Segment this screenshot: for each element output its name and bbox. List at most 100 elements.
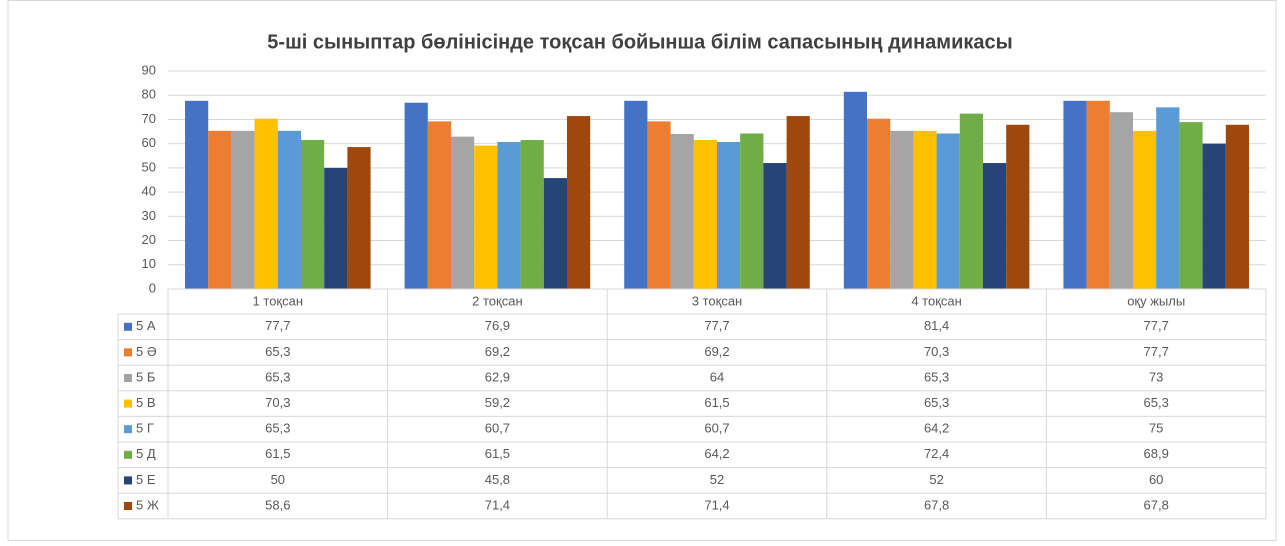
bar: [763, 163, 787, 289]
bar: [474, 145, 498, 289]
table-value: 65,3: [265, 344, 290, 359]
table-value: 65,3: [924, 395, 949, 410]
legend-label: 5 Ә: [136, 344, 157, 359]
table-value: 77,7: [265, 318, 290, 333]
table-value: 76,9: [485, 318, 510, 333]
legend-swatch: [124, 502, 132, 510]
table-value: 69,2: [485, 344, 510, 359]
table-value: 52: [929, 472, 943, 487]
y-tick-label: 80: [142, 87, 156, 102]
legend-label: 5 Д: [136, 446, 156, 461]
bar: [543, 178, 567, 289]
legend-label: 5 Е: [136, 472, 156, 487]
x-tick-label: 3 тоқсан: [692, 293, 742, 308]
table-value: 60,7: [485, 421, 510, 436]
table-value: 69,2: [704, 344, 729, 359]
legend-swatch: [124, 476, 132, 485]
table-value: 72,4: [924, 446, 949, 461]
table-value: 77,7: [1144, 318, 1169, 333]
bar: [300, 140, 325, 289]
legend-label: 5 Б: [136, 369, 155, 384]
table-value: 81,4: [924, 318, 949, 333]
y-tick-label: 10: [142, 256, 156, 271]
table-value: 65,3: [265, 421, 290, 436]
legend-swatch: [124, 322, 132, 331]
table-value: 61,5: [704, 395, 729, 410]
bar: [1006, 124, 1030, 289]
legend-swatch: [124, 450, 132, 459]
bar: [670, 133, 694, 289]
bar: [347, 147, 371, 289]
bar: [647, 121, 671, 289]
table-value: 73: [1149, 369, 1163, 384]
y-tick-label: 30: [142, 208, 156, 223]
table-value: 60,7: [704, 421, 729, 436]
bar: [231, 130, 255, 289]
x-tick-label: оқу жылы: [1127, 293, 1185, 308]
bar: [867, 118, 891, 290]
y-tick-label: 50: [142, 159, 156, 174]
bar: [1063, 100, 1087, 289]
table-value: 52: [710, 472, 724, 487]
bar: [624, 100, 648, 289]
bar: [1179, 122, 1203, 289]
table-value: 70,3: [924, 344, 949, 359]
legend-swatch: [124, 374, 132, 382]
bar: [959, 113, 983, 290]
y-tick-label: 60: [142, 135, 156, 150]
bar: [890, 130, 914, 289]
table-value: 67,8: [924, 497, 949, 512]
bar: [982, 163, 1007, 289]
bar: [404, 102, 428, 289]
bar: [693, 140, 717, 289]
table-value: 71,4: [704, 497, 729, 512]
table-value: 50: [271, 472, 285, 487]
y-tick-label: 90: [142, 62, 156, 77]
bar: [277, 130, 301, 289]
x-tick-label: 1 тоқсан: [253, 293, 303, 308]
bar: [740, 133, 764, 289]
table-value: 65,3: [1144, 395, 1169, 410]
bar: [208, 130, 232, 289]
legend-label: 5 В: [136, 395, 156, 410]
table-value: 45,8: [485, 472, 510, 487]
x-tick-label: 4 тоқсан: [911, 293, 961, 308]
table-value: 64,2: [924, 421, 949, 436]
legend-label: 5 А: [136, 318, 156, 333]
table-value: 64,2: [704, 446, 729, 461]
table-value: 67,8: [1144, 497, 1169, 512]
table-value: 64: [710, 369, 724, 384]
table-value: 75: [1149, 421, 1163, 436]
table-value: 65,3: [924, 369, 949, 384]
y-tick-label: 20: [142, 232, 156, 247]
table-value: 58,6: [265, 497, 290, 512]
x-tick-label: 2 тоқсан: [472, 293, 522, 308]
bar: [324, 167, 348, 289]
table-value: 65,3: [265, 369, 290, 384]
table-value: 71,4: [485, 497, 510, 512]
bar: [566, 116, 591, 289]
table-value: 62,9: [485, 369, 510, 384]
legend-label: 5 Г: [136, 421, 154, 436]
bar: [497, 141, 521, 289]
y-tick-label: 0: [149, 280, 156, 295]
bar: [451, 136, 475, 289]
legend-label: 5 Ж: [136, 497, 159, 512]
table-value: 77,7: [1144, 344, 1169, 359]
bar: [1156, 107, 1180, 289]
bar: [520, 140, 544, 289]
bar: [1109, 112, 1134, 289]
bar: [1202, 143, 1226, 289]
bar: [913, 130, 937, 289]
bar: [427, 121, 452, 289]
y-tick-label: 40: [142, 184, 156, 199]
table-value: 59,2: [485, 395, 510, 410]
table-value: 68,9: [1144, 446, 1169, 461]
bar: [185, 100, 209, 289]
bar: [936, 133, 960, 289]
table-value: 77,7: [704, 318, 729, 333]
bar: [1133, 130, 1157, 289]
bar: [254, 118, 278, 290]
table-value: 61,5: [485, 446, 510, 461]
